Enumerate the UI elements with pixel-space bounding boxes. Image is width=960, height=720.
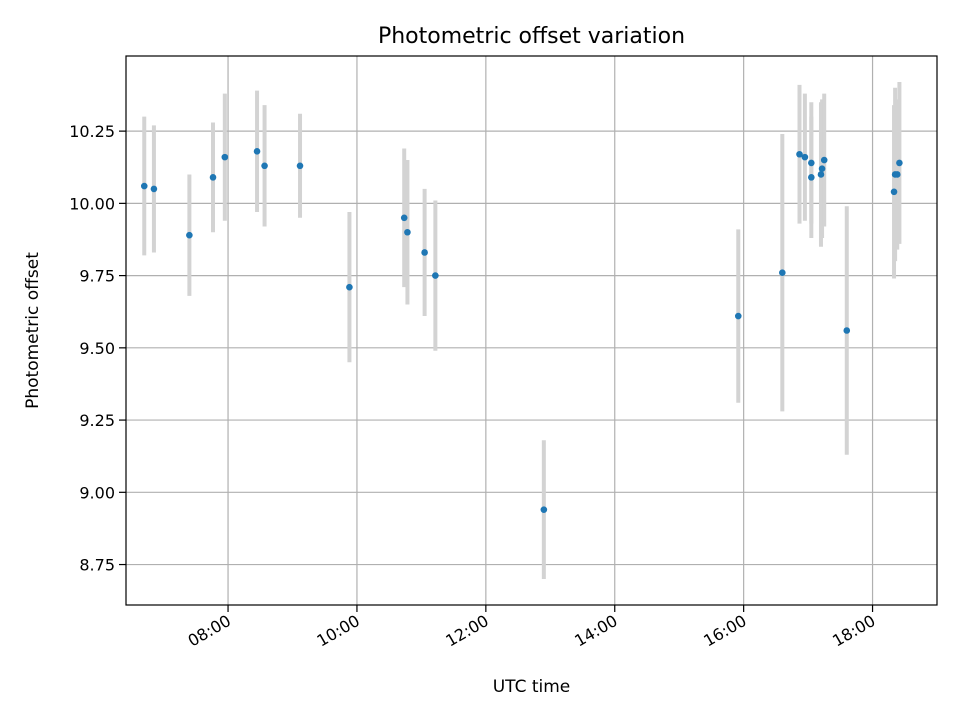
data-point	[820, 156, 828, 164]
y-tick-label: 9.25	[79, 411, 115, 430]
data-point	[296, 162, 304, 170]
data-point	[801, 153, 809, 161]
data-point	[253, 148, 261, 155]
data-point	[808, 159, 815, 167]
data-point	[209, 174, 217, 181]
data-point	[779, 269, 786, 277]
data-point	[843, 327, 851, 334]
x-axis-label: UTC time	[493, 677, 571, 697]
data-point	[896, 159, 903, 167]
data-point	[150, 185, 158, 193]
data-point	[817, 171, 825, 178]
y-axis-label: Photometric offset	[23, 252, 43, 409]
data-point	[261, 162, 268, 170]
y-tick-label: 9.00	[79, 483, 115, 502]
data-point	[221, 153, 229, 161]
data-point	[796, 150, 803, 158]
data-point	[404, 228, 411, 236]
y-tick-label: 9.50	[79, 339, 115, 358]
data-point	[400, 214, 408, 222]
y-tick-label: 10.00	[69, 194, 115, 213]
data-point	[890, 188, 898, 196]
y-tick-label: 10.25	[69, 122, 115, 141]
data-points	[140, 148, 903, 513]
data-point	[540, 506, 548, 513]
data-point	[421, 249, 428, 256]
data-point	[186, 231, 193, 239]
data-point	[346, 283, 353, 291]
y-tick-label: 9.75	[79, 267, 115, 286]
data-point	[808, 174, 815, 181]
grid-lines	[126, 56, 937, 605]
data-point	[818, 165, 826, 172]
data-point	[432, 272, 439, 279]
plot-frame	[125, 55, 938, 606]
chart-title: Photometric offset variation	[378, 24, 685, 49]
data-point	[140, 182, 148, 190]
data-point	[893, 171, 901, 178]
y-tick-label: 8.75	[79, 556, 115, 575]
data-point	[734, 312, 742, 320]
